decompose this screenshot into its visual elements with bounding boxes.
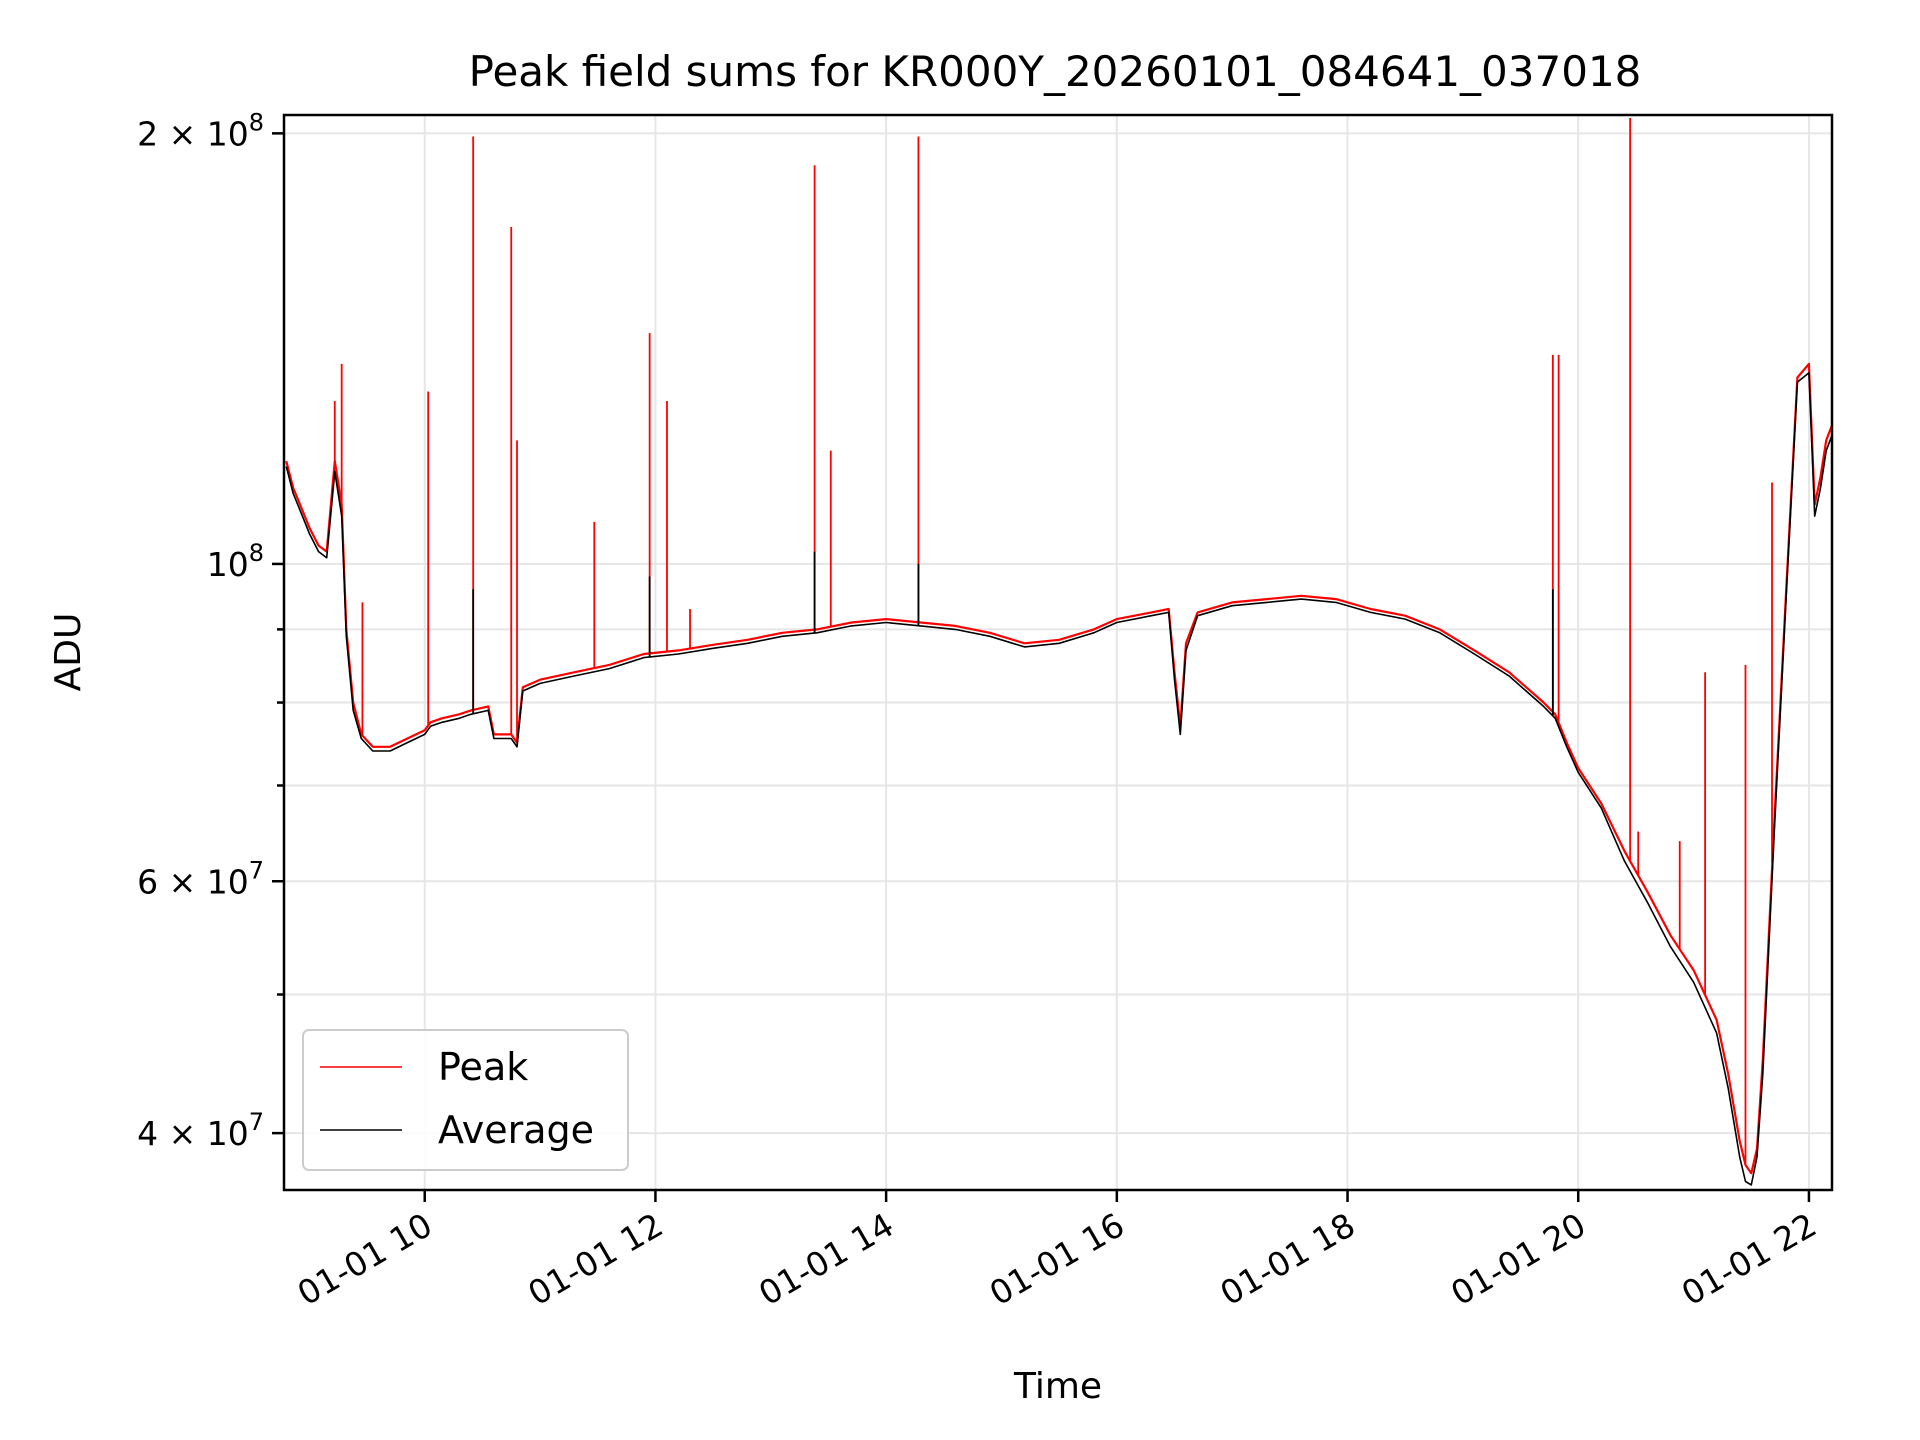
legend: Peak Average <box>302 1029 629 1171</box>
y-tick-label: 108 <box>207 539 264 584</box>
legend-box <box>302 1029 629 1171</box>
grid <box>284 115 1832 1190</box>
chart-title: Peak field sums for KR000Y_20260101_0846… <box>469 47 1642 96</box>
series-layer <box>285 118 1832 1186</box>
y-tick-label: 4 × 107 <box>137 1108 264 1153</box>
x-axis-label: Time <box>1013 1366 1102 1407</box>
series-line-average <box>285 372 1832 1186</box>
legend-label-peak: Peak <box>438 1045 528 1089</box>
y-tick-label: 2 × 108 <box>137 108 264 153</box>
y-axis-label: ADU <box>48 613 89 692</box>
legend-label-average: Average <box>438 1108 594 1152</box>
series-line-peak <box>285 362 1832 1175</box>
plot-frame <box>282 113 1834 1192</box>
y-tick-label: 6 × 107 <box>137 856 264 901</box>
y-axis-ticks: 4 × 107 6 × 107 108 2 × 108 <box>137 108 284 1153</box>
